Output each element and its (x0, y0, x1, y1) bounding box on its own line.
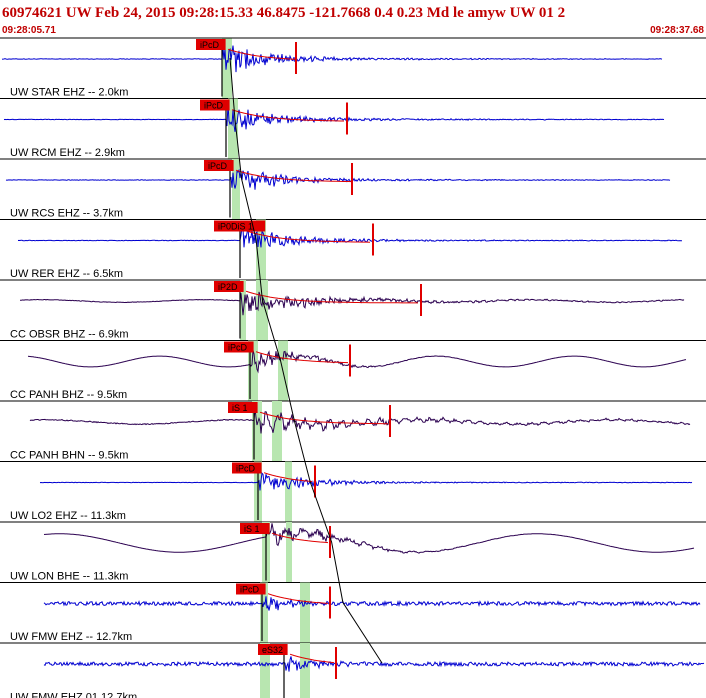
pick-label: iS 1 (244, 524, 260, 534)
event-title: 60974621 UW Feb 24, 2015 09:28:15.33 46.… (2, 5, 565, 21)
waveform-trace (43, 656, 705, 672)
waveform-trace (5, 168, 671, 190)
pick-window (300, 582, 310, 643)
pick-label: iPcD (208, 161, 228, 171)
coda-curve (255, 351, 349, 364)
pick-label-box[interactable] (240, 523, 270, 534)
pick-window (300, 643, 310, 698)
pick-label-box[interactable] (224, 341, 254, 353)
pick-window (260, 643, 270, 698)
coda-curve (245, 290, 418, 304)
station-label: UW RCM EHZ -- 2.9km (10, 147, 125, 159)
pick-label-box[interactable] (258, 644, 288, 655)
pick-window (252, 401, 262, 462)
pick-label-box[interactable] (200, 99, 230, 111)
station-label: CC PANH BHZ -- 9.5km (10, 389, 127, 401)
coda-curve (289, 653, 335, 664)
waveform-trace (1, 45, 663, 73)
pick-label: iP2D (218, 282, 238, 292)
pick-window (260, 582, 268, 643)
end-time: 09:28:37.68 (650, 25, 704, 36)
waveform-trace (3, 103, 665, 132)
pick-window (286, 522, 292, 583)
pick-label-box[interactable] (236, 583, 266, 595)
station-label: UW FMW EHZ 01 12.7km (10, 692, 137, 698)
waveform-trace (17, 225, 683, 248)
station-label: CC OBSR BHZ -- 6.9km (10, 329, 129, 341)
waveform-trace (29, 408, 691, 434)
pick-window (248, 340, 258, 401)
pick-window (232, 159, 240, 220)
pick-window (222, 38, 232, 99)
pick-label-box[interactable] (204, 160, 234, 171)
coda-curve (231, 109, 344, 122)
pick-label-box[interactable] (228, 402, 258, 413)
pick-window (256, 219, 266, 280)
pick-label: iPcD (204, 101, 224, 111)
station-label: UW RER EHZ -- 6.5km (10, 268, 123, 280)
coda-curve (271, 532, 329, 544)
coda-curve (227, 48, 297, 60)
pick-window (228, 98, 238, 159)
pick-label: iPcD (240, 585, 260, 595)
pick-label-box[interactable] (232, 462, 262, 474)
pick-window (272, 401, 282, 462)
pick-label: iP0DiS 1 (218, 222, 253, 232)
station-label: CC PANH BHN -- 9.5km (10, 450, 128, 462)
pick-label: eS32 (262, 645, 283, 655)
pick-label: iPcD (228, 343, 248, 353)
pick-window (285, 461, 292, 522)
pick-label: iPcD (236, 464, 256, 474)
station-label: UW LON BHE -- 11.3km (10, 571, 128, 583)
pick-label: iPcD (200, 40, 220, 50)
pick-label-box[interactable] (196, 39, 226, 50)
waveform-trace (27, 349, 687, 374)
station-label: UW RCS EHZ -- 3.7km (10, 208, 123, 220)
coda-curve (259, 411, 388, 425)
trace-panels: iPcD UW STAR EHZ -- 2.0km iPcD UW RCM EHZ -… (0, 37, 706, 698)
station-label: UW STAR EHZ -- 2.0km (10, 87, 128, 99)
station-label: UW FMW EHZ -- 12.7km (10, 631, 132, 643)
coda-curve (267, 593, 329, 604)
waveform-trace (43, 596, 701, 611)
pick-label-box[interactable] (214, 220, 266, 232)
coda-curve (245, 230, 371, 243)
coda-curve (235, 169, 353, 183)
pick-label-box[interactable] (214, 281, 244, 292)
waveform-trace (43, 523, 695, 554)
start-time: 09:28:05.71 (2, 25, 56, 36)
pick-window (256, 280, 268, 341)
waveform-trace (20, 291, 685, 316)
station-label: UW LO2 EHZ -- 11.3km (10, 510, 126, 522)
pick-label: iS 1 (232, 403, 248, 413)
waveform-trace (39, 472, 693, 491)
coda-curve (263, 472, 313, 482)
travel-time-curve (229, 57, 383, 664)
